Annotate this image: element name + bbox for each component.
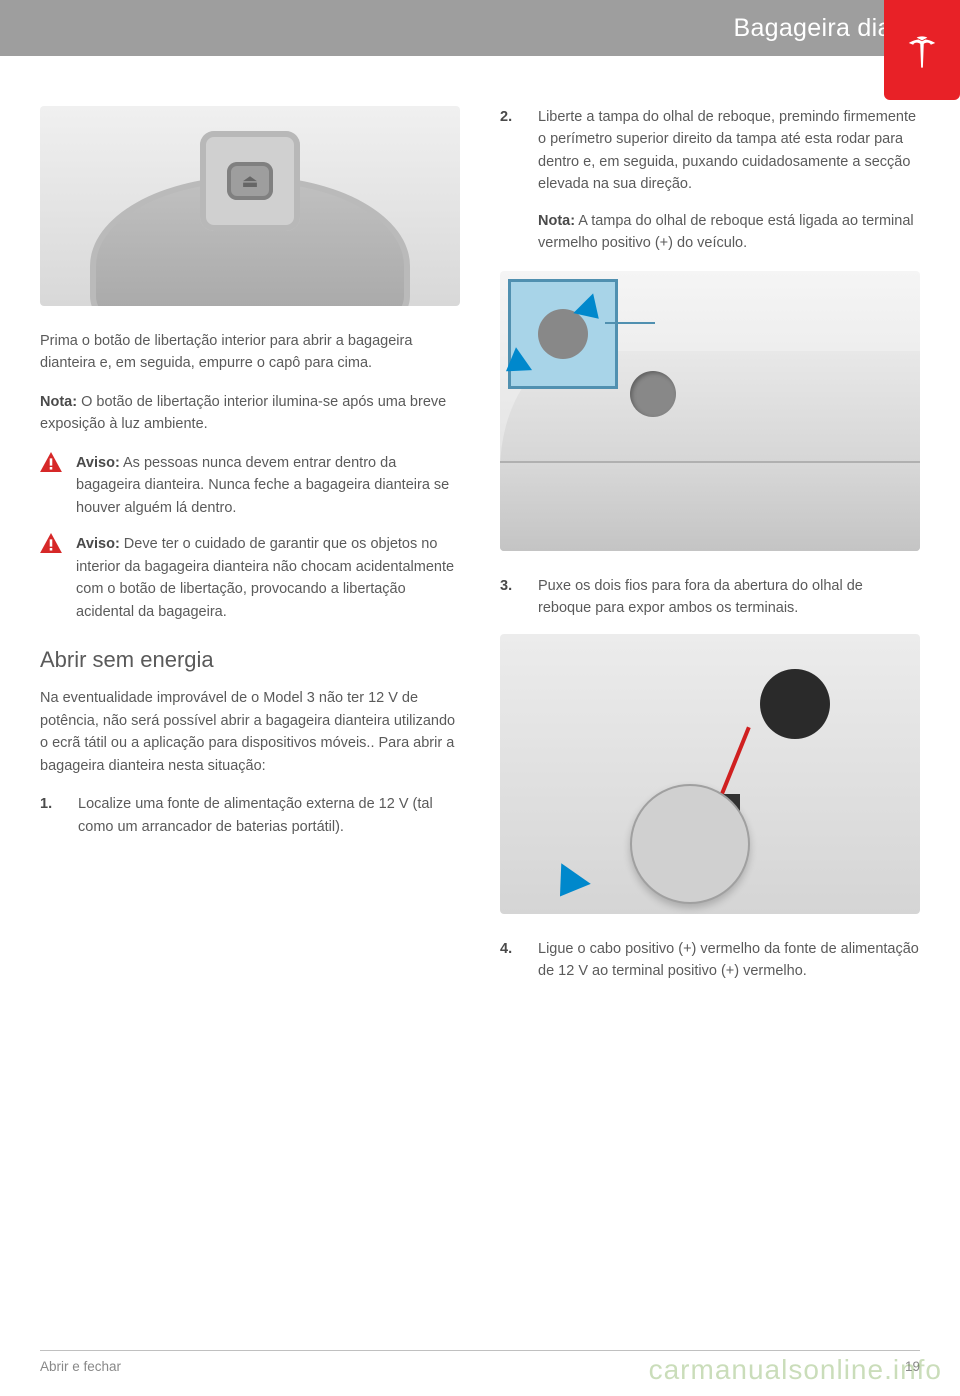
note-text: O botão de libertação interior ilumina-s… — [40, 394, 446, 432]
warning-people: Aviso: As pessoas nunca devem entrar den… — [40, 452, 460, 519]
right-column: 2. Liberte a tampa do olhal de reboque, … — [500, 106, 920, 997]
section-heading-no-power: Abrir sem energia — [40, 647, 460, 673]
warning-text: Deve ter o cuidado de garantir que os ob… — [76, 536, 454, 619]
warning-label: Aviso: — [76, 536, 120, 552]
step-1: 1. Localize uma fonte de alimentação ext… — [40, 793, 460, 838]
note-label: Nota: — [538, 213, 575, 229]
figure-wires-terminals — [500, 634, 920, 914]
page-header: Bagageira dianteira — [0, 0, 960, 56]
step-number: 3. — [500, 575, 522, 620]
warning-label: Aviso: — [76, 455, 120, 471]
step-text: Puxe os dois fios para fora da abertura … — [538, 575, 920, 620]
watermark: carmanualsonline.info — [649, 1354, 942, 1386]
step-text: Liberte a tampa do olhal de reboque, pre… — [538, 106, 920, 196]
note-label: Nota: — [40, 394, 77, 410]
paragraph-intro: Prima o botão de libertação interior par… — [40, 330, 460, 375]
warning-icon — [40, 452, 62, 472]
note-illumination: Nota: O botão de libertação interior ilu… — [40, 391, 460, 436]
content-area: ⏏ Prima o botão de libertação interior p… — [0, 56, 960, 997]
tesla-logo-icon — [900, 28, 944, 72]
step-number: 2. — [500, 106, 522, 196]
step-2: 2. Liberte a tampa do olhal de reboque, … — [500, 106, 920, 196]
footer-section-name: Abrir e fechar — [40, 1359, 121, 1374]
step-4: 4. Ligue o cabo positivo (+) vermelho da… — [500, 938, 920, 983]
figure-tow-eye-cover — [500, 271, 920, 551]
step-number: 1. — [40, 793, 62, 838]
step-number: 4. — [500, 938, 522, 983]
step-3: 3. Puxe os dois fios para fora da abertu… — [500, 575, 920, 620]
tesla-logo-badge — [884, 0, 960, 100]
step-text: Ligue o cabo positivo (+) vermelho da fo… — [538, 938, 920, 983]
note-tow-cover: Nota: A tampa do olhal de reboque está l… — [500, 210, 920, 255]
note-text: A tampa do olhal de reboque está ligada … — [538, 213, 914, 251]
figure-interior-release-button: ⏏ — [40, 106, 460, 306]
step-text: Localize uma fonte de alimentação extern… — [78, 793, 460, 838]
warning-text: As pessoas nunca devem entrar dentro da … — [76, 455, 449, 516]
paragraph-no-power: Na eventualidade improvável de o Model 3… — [40, 687, 460, 777]
warning-icon — [40, 533, 62, 553]
left-column: ⏏ Prima o botão de libertação interior p… — [40, 106, 460, 997]
warning-objects: Aviso: Deve ter o cuidado de garantir qu… — [40, 533, 460, 623]
